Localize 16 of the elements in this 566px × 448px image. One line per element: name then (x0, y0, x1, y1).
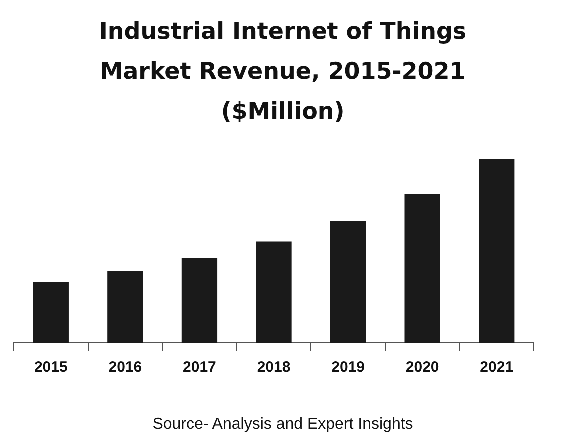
bar (479, 159, 515, 343)
x-tick-label: 2018 (257, 359, 291, 376)
bar (256, 242, 292, 343)
bar (404, 194, 440, 343)
bar (33, 282, 69, 343)
x-tick-label: 2020 (406, 359, 440, 376)
bar (182, 258, 218, 343)
bar (330, 222, 366, 343)
x-tick-label: 2015 (34, 359, 68, 376)
x-tick-label: 2016 (108, 359, 142, 376)
chart-title: Industrial Internet of Things Market Revenue, 2015-2021 ($Million) (98, 18, 468, 127)
x-tick-label: 2019 (332, 359, 365, 376)
bar (108, 271, 144, 343)
x-tick-label: 2017 (183, 359, 216, 376)
x-tick-label: 2021 (480, 359, 514, 376)
source-note: Source- Analysis and Expert Insights (152, 416, 414, 434)
